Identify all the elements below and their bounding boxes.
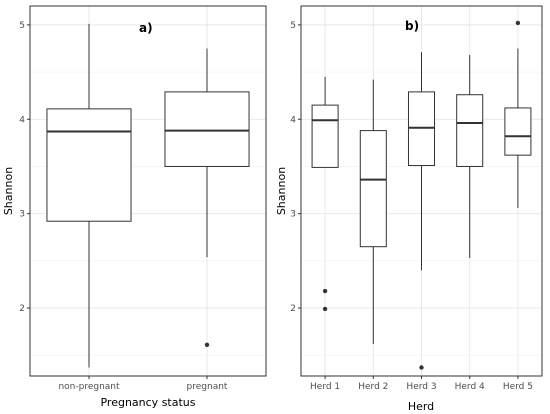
- panel-a: 2 3 4 5 non-pregnant pregnant a) Pregnancy st…: [2, 5, 267, 409]
- panel-a-label: a): [139, 21, 153, 35]
- panel-a-frame: [29, 5, 267, 377]
- x-tick-label: Herd 4: [455, 382, 485, 392]
- x-tick-label: Herd 5: [503, 382, 533, 392]
- y-tick-label: 4: [290, 115, 296, 125]
- x-tick-label: pregnant: [187, 382, 228, 392]
- iqr-box: [504, 107, 532, 156]
- iqr-box: [164, 91, 250, 167]
- boxplot-herd-5: [504, 20, 532, 208]
- y-tick-label: 2: [290, 304, 296, 314]
- boxplot-non-pregnant: [46, 23, 132, 368]
- boxplot-herd-2: [359, 79, 387, 344]
- x-tick-label: Herd 1: [310, 382, 340, 392]
- iqr-box: [456, 94, 484, 167]
- panel-b: 2 3 4 5 Herd 1 Herd 2 Herd 3 Herd 4 Herd 5 b) He…: [275, 5, 543, 413]
- panel-b-x-axis-title: Herd: [408, 400, 434, 413]
- panel-a-y-axis-title: Shannon: [2, 167, 15, 215]
- panel-b-y-axis-title: Shannon: [275, 167, 288, 215]
- y-tick-label: 5: [290, 21, 296, 31]
- outlier-point: [515, 20, 521, 26]
- iqr-box: [46, 108, 132, 222]
- panel-b-label: b): [405, 19, 419, 33]
- x-tick-label: Herd 2: [358, 382, 388, 392]
- outlier-point: [322, 288, 328, 294]
- y-tick-label: 3: [290, 210, 296, 220]
- y-tick-label: 5: [19, 21, 25, 31]
- iqr-box: [359, 130, 387, 248]
- iqr-box: [311, 104, 339, 168]
- x-tick-label: Herd 3: [406, 382, 436, 392]
- boxplot-pregnant: [164, 48, 250, 348]
- y-tick-label: 2: [19, 304, 25, 314]
- boxplot-herd-1: [311, 76, 339, 312]
- outlier-point: [322, 306, 328, 312]
- outlier-point: [419, 365, 424, 370]
- y-tick-label: 3: [19, 210, 25, 220]
- x-tick-label: non-pregnant: [58, 382, 120, 392]
- outlier-point: [204, 342, 210, 348]
- panel-a-x-axis-title: Pregnancy status: [100, 396, 195, 409]
- boxplot-herd-3: [407, 52, 436, 370]
- y-tick-label: 4: [19, 115, 25, 125]
- boxplot-herd-4: [456, 55, 484, 259]
